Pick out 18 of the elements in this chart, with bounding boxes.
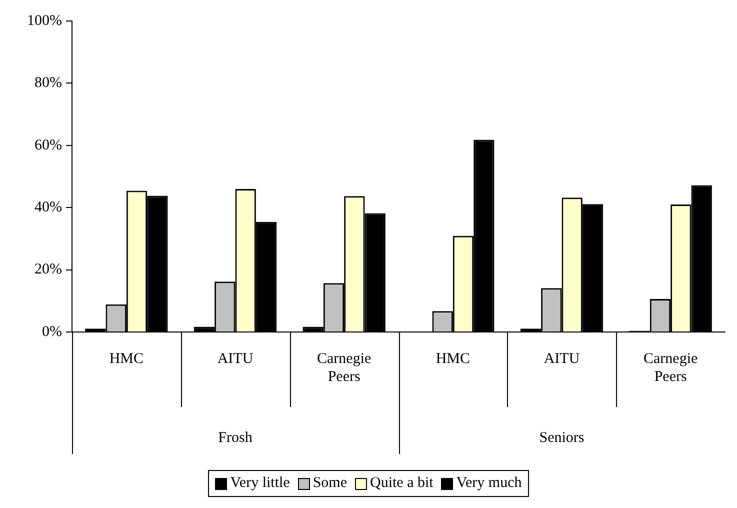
legend-label: Some xyxy=(312,475,347,492)
y-tick-label: 60% xyxy=(34,137,62,154)
x-tick-label: Carnegie Peers xyxy=(644,350,698,385)
x-tick-label: HMC xyxy=(109,350,144,367)
y-tick-label: 80% xyxy=(34,75,62,92)
x-tick-label: Carnegie Peers xyxy=(317,350,372,385)
text: Frosh xyxy=(218,430,253,446)
x-tick-label: AITU xyxy=(544,350,580,367)
y-tick-label: 0% xyxy=(42,324,62,340)
y-tick-label: 40% xyxy=(34,200,62,216)
y-tick-label: 100% xyxy=(27,12,62,29)
text: Seniors xyxy=(539,430,584,446)
legend-label: Very much xyxy=(456,475,522,492)
legend-label: Very little xyxy=(230,475,290,492)
x-tick-label: AITU xyxy=(217,350,254,367)
x-tick-label: HMC xyxy=(436,350,470,367)
legend-label: Quite a bit xyxy=(370,475,434,492)
y-tick-label: 20% xyxy=(34,262,62,278)
